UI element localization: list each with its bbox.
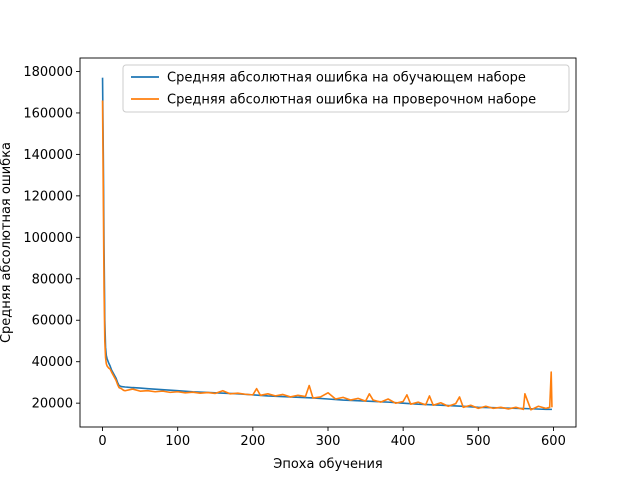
y-tick-label: 80000 (32, 272, 73, 287)
legend: Средняя абсолютная ошибка на обучающем н… (122, 64, 570, 113)
x-tick-label: 200 (240, 434, 265, 449)
x-tick-label: 500 (466, 434, 491, 449)
x-tick-label: 400 (391, 434, 416, 449)
x-tick-label: 0 (98, 434, 106, 449)
x-tick-label: 600 (541, 434, 566, 449)
legend-label: Средняя абсолютная ошибка на обучающем н… (167, 71, 526, 86)
x-tick-label: 300 (316, 434, 341, 449)
series-line-train (101, 77, 552, 411)
plot-area (80, 58, 576, 427)
y-tick-label: 160000 (23, 106, 73, 121)
y-tick-label: 180000 (23, 65, 73, 80)
series-line-validation (101, 100, 553, 411)
legend-label: Средняя абсолютная ошибка на проверочном… (167, 93, 536, 108)
y-tick-label: 40000 (32, 355, 73, 370)
plot-background (80, 58, 576, 427)
y-tick-label: 20000 (32, 397, 73, 412)
x-axis-label: Эпоха обучения (273, 457, 382, 472)
y-tick-label: 100000 (23, 231, 73, 246)
y-axis-label: Средняя абсолютная ошибка (0, 142, 14, 343)
y-tick-label: 140000 (23, 148, 73, 163)
y-tick-label: 60000 (32, 314, 73, 329)
legend-box (122, 64, 570, 113)
x-tick-label: 100 (165, 434, 190, 449)
series-layer (101, 77, 553, 411)
axes-layer: 0 100 200 300 400 500 600 20000 40000 60000 80000 1… (23, 57, 577, 449)
y-tick-label: 120000 (23, 189, 73, 204)
